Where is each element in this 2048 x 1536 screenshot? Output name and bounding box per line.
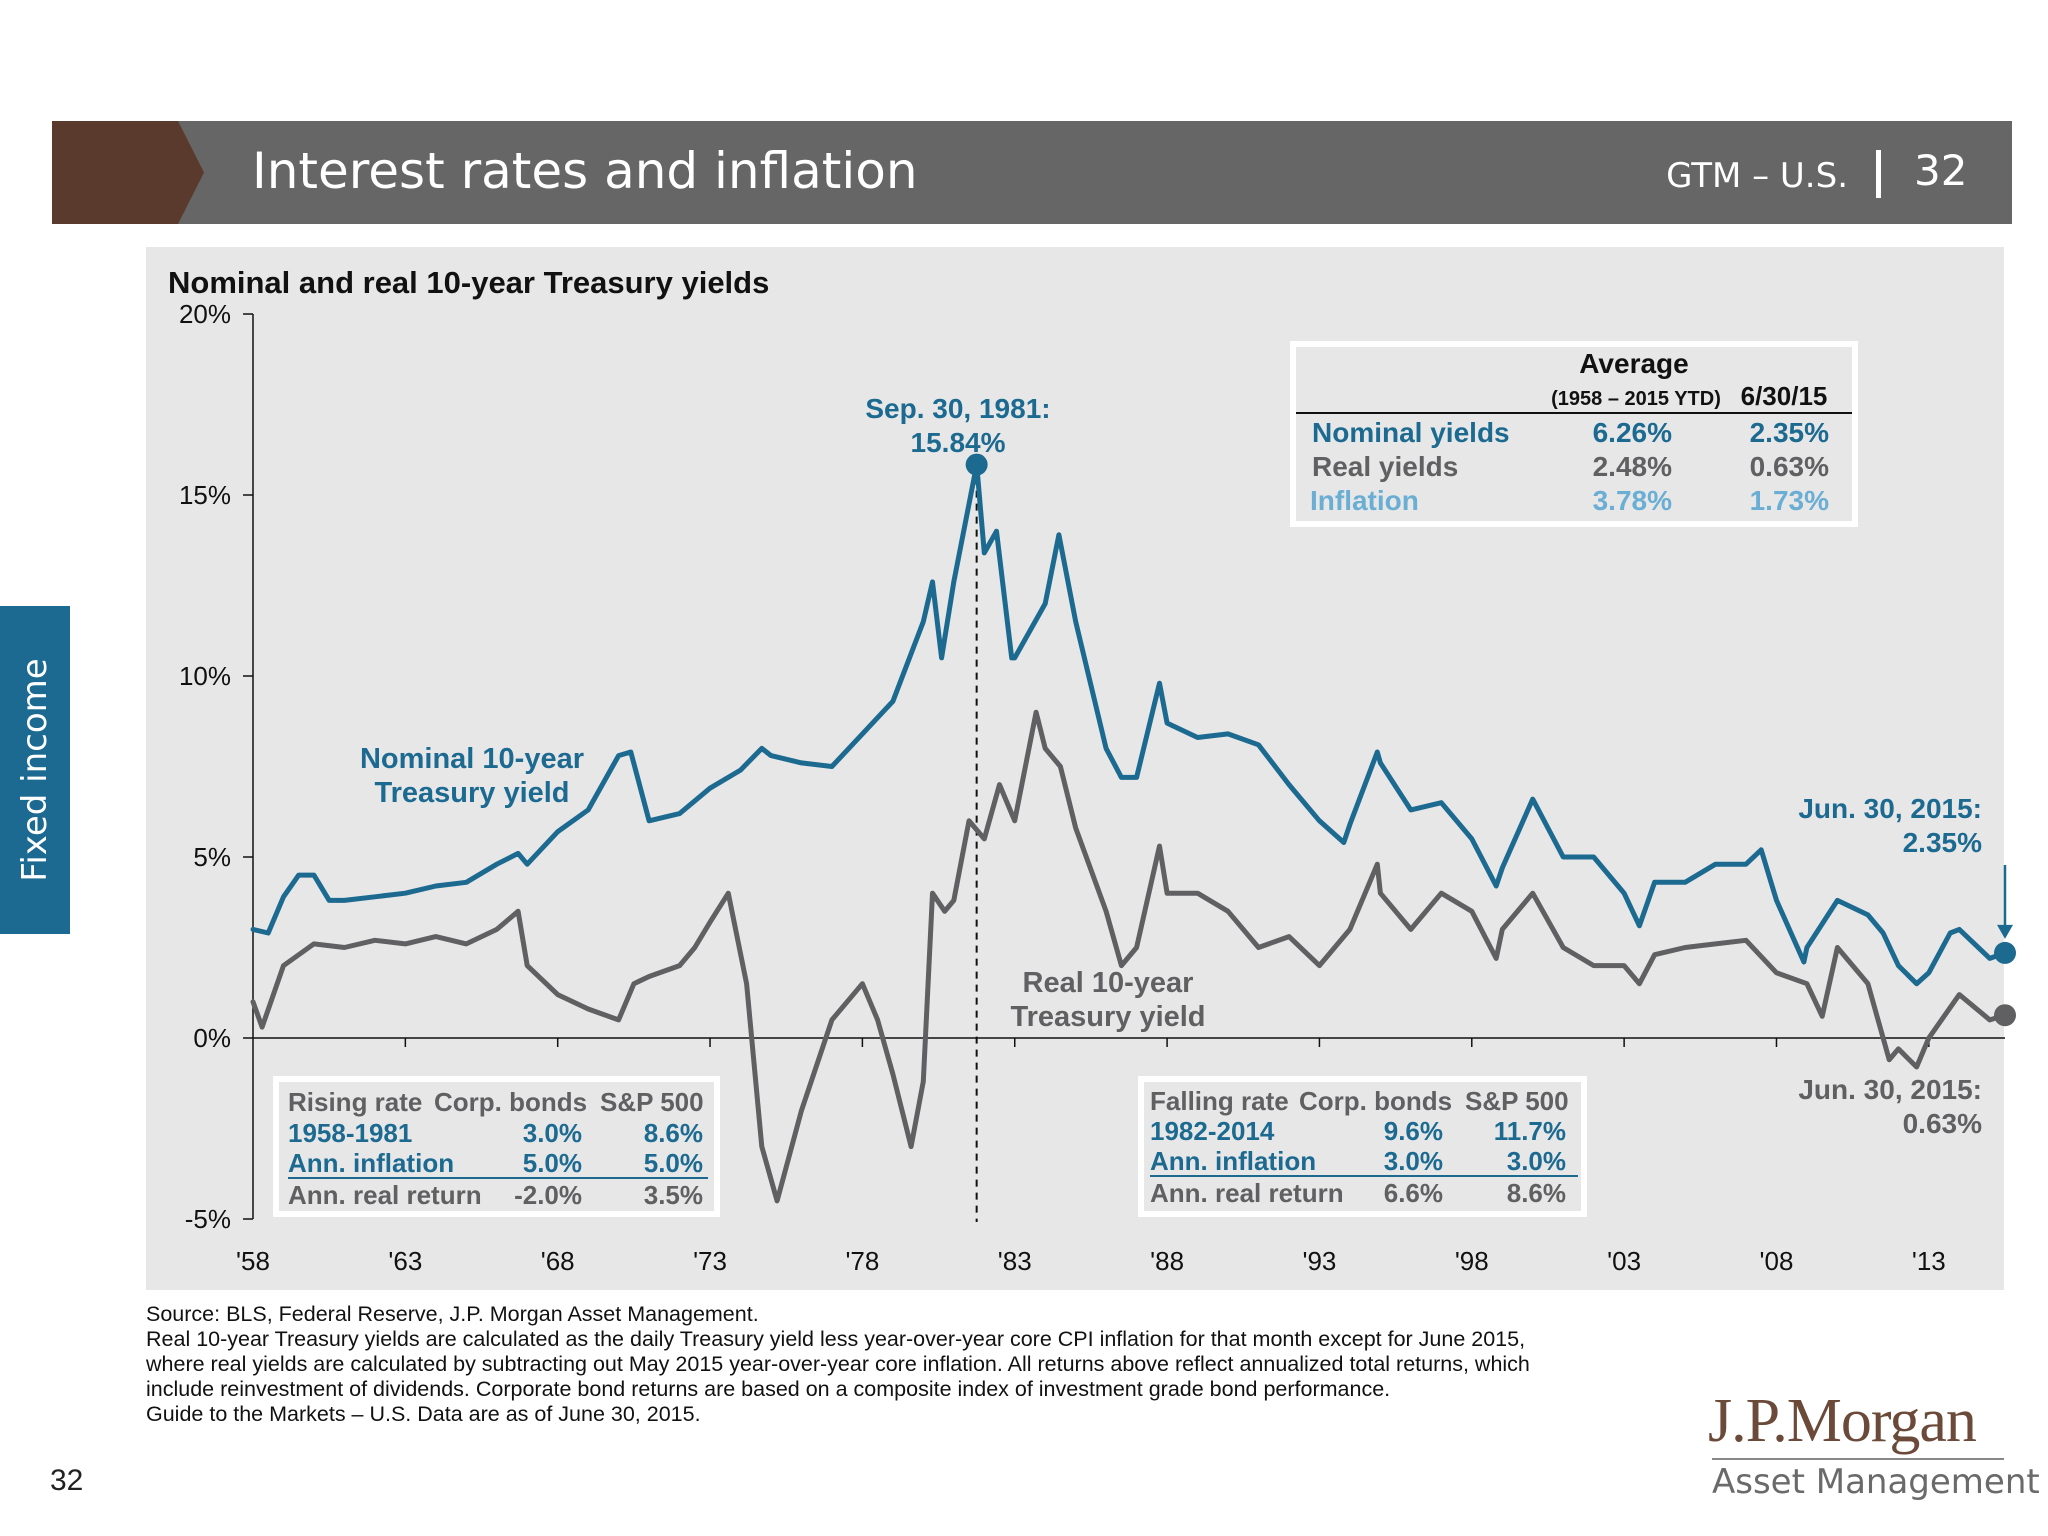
x-tick-label: '98 [1455,1246,1489,1276]
y-tick-label: -5% [185,1204,231,1234]
header-arrow [52,121,212,224]
header-bar [178,121,2012,224]
section-label: GTM – U.S. [1666,156,1848,196]
average-row-inflation-current: 1.73% [1750,485,1829,516]
nominal-end-value: 2.35% [1903,827,1982,858]
logo-rule [1712,1458,2004,1460]
x-tick-label: '68 [541,1246,575,1276]
rising-header-1: Corp. bonds [434,1087,587,1117]
nominal-end-label: Jun. 30, 2015: [1798,793,1982,824]
y-tick-label: 20% [179,299,231,329]
y-tick-label: 15% [179,480,231,510]
header-page-number: 32 [1914,146,1968,195]
real-end-marker [1994,1004,2016,1027]
falling-header-2: S&P 500 [1465,1086,1569,1116]
x-tick-label: '93 [1302,1246,1336,1276]
rising-row-2-bonds: -2.0% [514,1180,582,1210]
y-tick-label: 5% [193,842,231,872]
average-row-nominal-label: Nominal yields [1312,417,1510,448]
average-row-real-current: 0.63% [1750,451,1829,482]
x-tick-label: '78 [845,1246,879,1276]
chart-title: Nominal and real 10-year Treasury yields [168,265,769,300]
falling-rate-table: Falling rate Corp. bonds S&P 500 1982-20… [1138,1076,1587,1217]
average-table-bg [1296,347,1852,521]
real-series-label-line2: Treasury yield [1010,1001,1205,1033]
logo-subtitle: Asset Management [1712,1462,2040,1502]
footnote-line: Source: BLS, Federal Reserve, J.P. Morga… [146,1302,759,1326]
side-tab[interactable]: Fixed income [0,606,70,934]
x-tick-label: '13 [1912,1246,1946,1276]
falling-row-1-label: Ann. inflation [1150,1146,1316,1176]
page-number: 32 [50,1464,84,1497]
x-tick-label: '63 [388,1246,422,1276]
average-header: Average [1579,348,1688,379]
footnote-line: where real yields are calculated by subt… [146,1352,1530,1376]
y-tick-label: 10% [179,661,231,691]
average-row-nominal-avg: 6.26% [1593,417,1672,448]
average-row-real-label: Real yields [1312,451,1458,482]
text-layer: Nominal and real 10-year Treasury yields… [168,265,1982,1276]
falling-row-0-label: 1982-2014 [1150,1116,1275,1146]
rising-rate-table: Rising rate Corp. bonds S&P 500 1958-198… [273,1076,720,1217]
jpmorgan-logo: J.P.Morgan [1708,1387,1977,1455]
rising-row-1-sp: 5.0% [644,1148,703,1178]
footnote-line: include reinvestment of dividends. Corpo… [146,1377,1391,1401]
average-col1: (1958 – 2015 YTD) [1551,388,1721,410]
falling-row-0-bonds: 9.6% [1384,1116,1443,1146]
real-series-label: Real 10-year [1023,967,1194,999]
falling-header-0: Falling rate [1150,1086,1289,1116]
falling-row-1-bonds: 3.0% [1384,1146,1443,1176]
footnote: Source: BLS, Federal Reserve, J.P. Morga… [146,1302,1706,1427]
falling-row-2-sp: 8.6% [1507,1178,1566,1208]
average-table: Average (1958 – 2015 YTD) 6/30/15 Nomina… [1290,341,1858,527]
peak-label: Sep. 30, 1981: [865,393,1050,424]
nominal-end-arrowhead [1997,924,2013,939]
peak-value: 15.84% [911,427,1006,458]
average-row-inflation-label: Inflation [1310,485,1419,516]
rising-row-0-sp: 8.6% [644,1118,703,1148]
x-tick-label: '03 [1607,1246,1641,1276]
falling-header-1: Corp. bonds [1299,1086,1452,1116]
nominal-series-label: Nominal 10-year [360,743,584,775]
nominal-end-marker [1994,941,2016,964]
rising-row-0-bonds: 3.0% [523,1118,582,1148]
footnote-line: Real 10-year Treasury yields are calcula… [146,1327,1526,1351]
x-tick-label: '08 [1760,1246,1794,1276]
footnote-line: Guide to the Markets – U.S. Data are as … [146,1402,701,1426]
average-row-inflation-avg: 3.78% [1593,485,1672,516]
falling-row-2-bonds: 6.6% [1384,1178,1443,1208]
falling-table-bg [1144,1082,1581,1211]
x-tick-label: '58 [236,1246,270,1276]
rising-row-2-label: Ann. real return [288,1180,482,1210]
marks-layer [965,453,2016,1027]
header-separator [1876,150,1881,198]
x-tick-label: '83 [998,1246,1032,1276]
average-row-nominal-current: 2.35% [1750,417,1829,448]
rising-header-2: S&P 500 [600,1087,704,1117]
x-tick-label: '88 [1150,1246,1184,1276]
rising-row-1-label: Ann. inflation [288,1148,454,1178]
average-row-real-avg: 2.48% [1593,451,1672,482]
falling-row-2-label: Ann. real return [1150,1178,1344,1208]
falling-row-1-sp: 3.0% [1507,1146,1566,1176]
rising-table-bg [279,1082,714,1211]
falling-row-0-sp: 11.7% [1494,1116,1566,1146]
peak-marker [965,453,988,476]
x-tick-label: '73 [693,1246,727,1276]
series-layer [250,462,2008,1204]
chart-axes [243,313,2005,1222]
nominal-yield-line [250,462,2008,987]
real-end-label: Jun. 30, 2015: [1798,1074,1982,1105]
rising-row-1-bonds: 5.0% [523,1148,582,1178]
real-end-value: 0.63% [1903,1108,1982,1139]
average-col2: 6/30/15 [1741,381,1828,411]
nominal-series-label-line2: Treasury yield [374,777,569,809]
real-yield-line [250,709,2008,1204]
page-title: Interest rates and inflation [252,142,918,200]
rising-row-2-sp: 3.5% [644,1180,703,1210]
rising-header-0: Rising rate [288,1087,422,1117]
y-tick-label: 0% [193,1023,231,1053]
rising-row-0-label: 1958-1981 [288,1118,412,1148]
